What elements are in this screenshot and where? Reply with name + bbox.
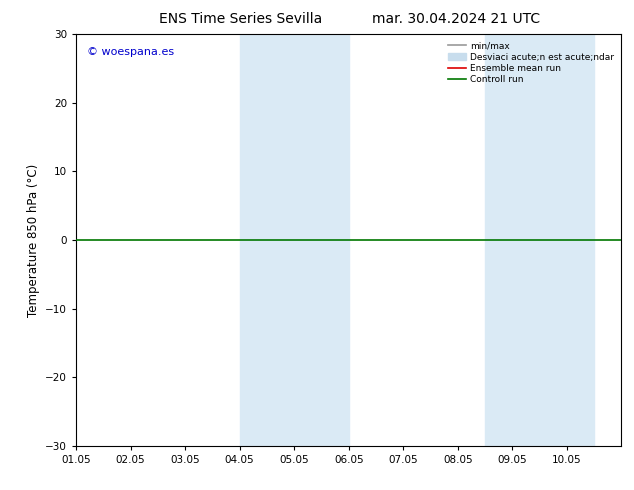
Bar bbox=[540, 34, 594, 446]
Bar bbox=[240, 34, 294, 446]
Bar bbox=[485, 34, 540, 446]
Y-axis label: Temperature 850 hPa (°C): Temperature 850 hPa (°C) bbox=[27, 164, 39, 317]
Text: ENS Time Series Sevilla: ENS Time Series Sevilla bbox=[159, 12, 323, 26]
Text: © woespana.es: © woespana.es bbox=[87, 47, 174, 57]
Text: mar. 30.04.2024 21 UTC: mar. 30.04.2024 21 UTC bbox=[372, 12, 541, 26]
Bar bbox=[294, 34, 349, 446]
Legend: min/max, Desviaci acute;n est acute;ndar, Ensemble mean run, Controll run: min/max, Desviaci acute;n est acute;ndar… bbox=[446, 39, 617, 87]
